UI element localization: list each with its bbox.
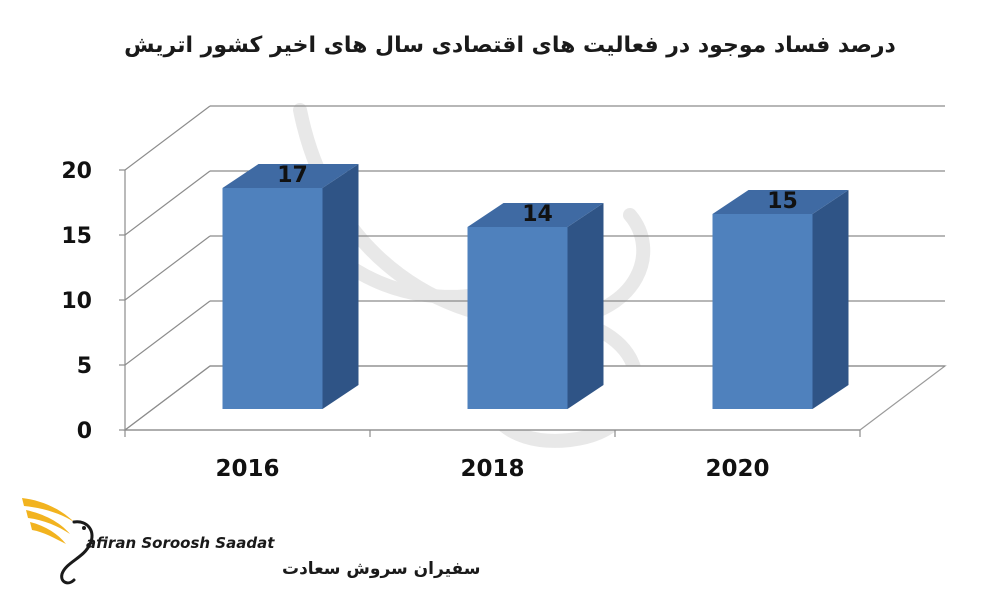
bar-top <box>712 190 849 214</box>
gridline-diagonal <box>124 170 211 236</box>
gridline-diagonal <box>124 235 211 301</box>
data-label: 17 <box>277 163 308 188</box>
bar-side <box>812 190 849 409</box>
x-tick-label: 2018 <box>460 456 524 482</box>
bar-top <box>467 203 604 227</box>
y-tick-label: 20 <box>61 159 92 184</box>
y-tick-label: 10 <box>61 289 92 314</box>
bar <box>467 203 604 409</box>
gridline-diagonal <box>124 300 211 366</box>
data-label: 14 <box>522 202 553 227</box>
y-tick-label: 15 <box>61 224 92 249</box>
gridline-diagonal <box>124 105 211 171</box>
bar-front <box>712 214 813 409</box>
x-tick-label: 2020 <box>705 456 769 482</box>
y-tick-label: 0 <box>77 419 92 444</box>
bar-front <box>467 227 568 409</box>
gridline-diagonal <box>124 365 211 431</box>
bar <box>712 190 849 409</box>
data-label: 15 <box>767 189 798 214</box>
logo-name-fa: سفیران سروش سعادت <box>282 559 480 579</box>
phoenix-icon <box>22 498 94 585</box>
y-tick-labels: 0 5 10 15 20 <box>61 159 92 444</box>
bar <box>222 164 359 409</box>
company-logo: afiran Soroosh Saadat سفیران سروش سعادت <box>22 498 480 585</box>
x-tick-labels: 2016 2018 2020 <box>215 456 769 482</box>
bar-front <box>222 188 323 409</box>
chart-title: درصد فساد موجود در فعالیت های اقتصادی سا… <box>124 33 896 58</box>
logo-name-en: afiran Soroosh Saadat <box>86 534 275 552</box>
y-tick-label: 5 <box>77 354 92 379</box>
bars <box>222 164 849 409</box>
data-labels: 17 14 15 <box>277 163 798 227</box>
bar-side <box>567 203 604 409</box>
axes <box>119 169 861 437</box>
bar-top <box>222 164 359 188</box>
x-tick-label: 2016 <box>215 456 279 482</box>
bar-side <box>322 164 359 409</box>
